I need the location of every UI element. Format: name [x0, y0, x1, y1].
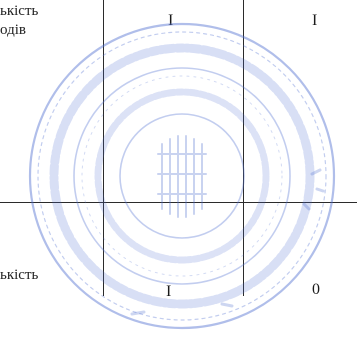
official-seal-stamp	[28, 22, 336, 330]
row-label-text: одів	[0, 22, 26, 38]
cell-value: I	[168, 12, 174, 29]
row-label-text: ькість	[0, 3, 39, 19]
cell-value: I	[166, 283, 172, 300]
table-vertical-line	[243, 0, 244, 296]
table-vertical-line	[103, 0, 104, 296]
row-label-text: ькість	[0, 267, 39, 283]
table-horizontal-line	[0, 202, 357, 203]
cell-value: 0	[312, 281, 320, 298]
cell-value: I	[312, 12, 318, 29]
